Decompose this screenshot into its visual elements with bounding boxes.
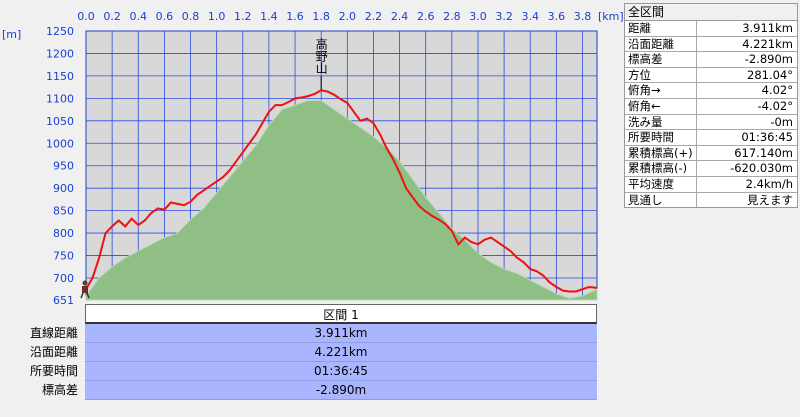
x-tick-label: 0.6 — [156, 10, 174, 23]
y-tick-label: 1000 — [46, 137, 74, 150]
y-tick-label: 700 — [53, 272, 74, 285]
y-tick-label: 950 — [53, 160, 74, 173]
stat-value: -4.02° — [757, 98, 793, 113]
x-tick-label: 1.2 — [234, 10, 252, 23]
peak-marker: 高野山 — [314, 37, 328, 90]
y-tick-label: 800 — [53, 227, 74, 240]
stat-value: 見えます — [747, 192, 793, 207]
y-axis-unit: [m] — [2, 28, 21, 41]
stat-value: -0m — [770, 114, 793, 129]
x-tick-label: 0.8 — [182, 10, 200, 23]
y-tick-label: 900 — [53, 182, 74, 195]
stat-row: 洗み量 -0m — [625, 114, 797, 131]
stat-row: 距離 3.911km — [625, 21, 797, 37]
section-cell-value: 4.221km — [85, 343, 597, 362]
x-tick-label: 0.0 — [77, 10, 95, 23]
x-axis-unit: [km] — [598, 10, 624, 23]
y-tick-label: 750 — [53, 250, 74, 263]
section-header[interactable]: 区間 1 — [85, 304, 597, 324]
stat-row: 累積標高(+) 617.140m — [625, 145, 797, 162]
x-axis-ticks: 0.0 0.2 0.4 0.6 0.8 1.0 1.2 1.4 1.6 1.8 2.0 2.2 2.4 2… — [77, 10, 591, 23]
section-row-label: 所要時間 — [29, 364, 78, 378]
x-tick-label: 1.0 — [208, 10, 226, 23]
stat-row: 俯角→ 4.02° — [625, 83, 797, 99]
x-tick-label: 2.4 — [391, 10, 409, 23]
stat-row: 平均速度 2.4km/h — [625, 176, 797, 193]
stat-label: 俯角→ — [625, 83, 697, 98]
x-tick-label: 2.0 — [339, 10, 357, 23]
y-tick-label: 1150 — [46, 70, 74, 83]
x-tick-label: 3.6 — [548, 10, 566, 23]
stat-value: 4.221km — [742, 36, 793, 51]
section-row-label: 標高差 — [41, 383, 78, 397]
x-tick-label: 1.8 — [312, 10, 330, 23]
stat-label: 方位 — [625, 67, 697, 83]
y-tick-label: 1100 — [46, 92, 74, 105]
stat-value: 3.911km — [742, 21, 793, 35]
stat-label: 累積標高(-) — [625, 161, 697, 176]
stat-row: 方位 281.04° — [625, 67, 797, 84]
summary-stats-panel: 全区間 距離 3.911km 沿面距離 4.221km 標高差 -2.890m 方位 281.… — [624, 3, 798, 209]
x-tick-label: 2.2 — [365, 10, 383, 23]
section-table: 区間 1 3.911km 4.221km 01:36:45 -2.890m — [85, 304, 597, 400]
x-tick-label: 1.4 — [260, 10, 278, 23]
x-tick-label: 3.4 — [521, 10, 539, 23]
section-cell-value: -2.890m — [85, 381, 597, 400]
stat-row: 俯角← -4.02° — [625, 98, 797, 115]
stat-label: 所要時間 — [625, 130, 697, 145]
y-tick-label: 1050 — [46, 115, 74, 128]
x-tick-label: 1.6 — [286, 10, 304, 23]
section-row-labels: 直線距離沿面距離所要時間標高差 — [0, 324, 82, 400]
peak-label: 高野山 — [314, 37, 328, 74]
y-tick-label: 651 — [53, 294, 74, 304]
x-tick-label: 2.6 — [417, 10, 435, 23]
stat-row: 見通し 見えます — [625, 192, 797, 208]
section-cell-value: 01:36:45 — [85, 362, 597, 381]
section-row-label: 直線距離 — [29, 326, 78, 340]
x-tick-label: 3.0 — [469, 10, 487, 23]
x-tick-label: 3.8 — [574, 10, 592, 23]
surface-profile-area — [85, 100, 598, 301]
stat-row: 標高差 -2.890m — [625, 52, 797, 68]
stat-label: 平均速度 — [625, 176, 697, 192]
stat-value: 4.02° — [761, 83, 793, 98]
stat-row: 累積標高(-) -620.030m — [625, 161, 797, 177]
section-cell-value: 3.911km — [85, 324, 597, 343]
stat-value: 281.04° — [747, 67, 793, 82]
stat-label: 距離 — [625, 21, 697, 36]
stats-panel-title: 全区間 — [625, 4, 797, 21]
stat-value: 01:36:45 — [741, 130, 793, 145]
x-tick-label: 0.4 — [130, 10, 148, 23]
stat-row: 沿面距離 4.221km — [625, 36, 797, 53]
stat-label: 洗み量 — [625, 114, 697, 130]
stat-value: -2.890m — [744, 52, 793, 67]
section-row-label: 沿面距離 — [29, 345, 78, 359]
y-tick-label: 850 — [53, 205, 74, 218]
stat-label: 見通し — [625, 192, 697, 208]
hiker-icon — [80, 280, 90, 299]
x-tick-label: 3.2 — [495, 10, 513, 23]
y-axis-ticks: 1250 1200 1150 1100 1050 1000 950 900 850 800 750 7… — [46, 25, 74, 304]
y-tick-label: 1200 — [46, 47, 74, 60]
elevation-chart[interactable]: 0.0 0.2 0.4 0.6 0.8 1.0 1.2 1.4 1.6 1.8 2.0 2.2 2.4 2… — [0, 0, 800, 304]
stat-label: 沿面距離 — [625, 36, 697, 52]
stats-rows: 距離 3.911km 沿面距離 4.221km 標高差 -2.890m 方位 281.04° 俯… — [625, 21, 797, 208]
stat-label: 標高差 — [625, 52, 697, 67]
x-tick-label: 2.8 — [443, 10, 461, 23]
stat-value: -620.030m — [730, 161, 793, 176]
stat-value: 2.4km/h — [745, 176, 793, 191]
stat-value: 617.140m — [734, 145, 793, 160]
stat-row: 所要時間 01:36:45 — [625, 130, 797, 146]
stat-label: 俯角← — [625, 98, 697, 114]
section-cells: 3.911km 4.221km 01:36:45 -2.890m — [85, 324, 597, 400]
y-tick-label: 1250 — [46, 25, 74, 38]
x-tick-label: 0.2 — [103, 10, 121, 23]
stat-label: 累積標高(+) — [625, 145, 697, 161]
route-elevation-line — [85, 89, 598, 293]
